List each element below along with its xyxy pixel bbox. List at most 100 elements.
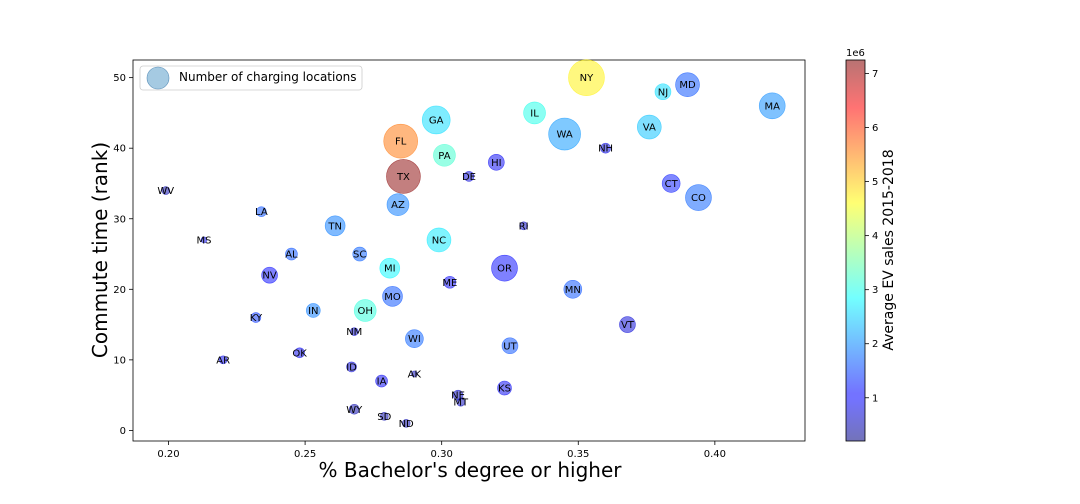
point-marker bbox=[491, 254, 518, 282]
point-marker bbox=[463, 171, 475, 182]
point-marker bbox=[636, 114, 662, 140]
colorbar-tick-label: 4 bbox=[872, 231, 878, 242]
point-label: WA bbox=[557, 130, 573, 141]
point-pa: PA bbox=[433, 143, 456, 167]
point-label: AK bbox=[408, 369, 422, 380]
legend-marker bbox=[146, 66, 170, 90]
legend-label: Number of charging locations bbox=[179, 70, 357, 84]
point-label: RI bbox=[519, 221, 529, 232]
point-ok: OK bbox=[292, 347, 307, 359]
point-marker bbox=[348, 403, 360, 415]
point-label: OR bbox=[497, 264, 512, 275]
colorbar-tick-label: 7 bbox=[872, 69, 878, 80]
point-ia: IA bbox=[375, 374, 388, 388]
point-ga: GA bbox=[421, 105, 451, 135]
legend-box bbox=[139, 65, 363, 91]
point-marker bbox=[305, 303, 321, 318]
point-oh: OH bbox=[353, 299, 377, 322]
point-co: CO bbox=[685, 184, 712, 211]
point-marker bbox=[401, 419, 411, 428]
point-label: NV bbox=[262, 271, 276, 282]
point-marker bbox=[443, 275, 457, 289]
point-label: ND bbox=[399, 419, 414, 430]
point-marker bbox=[421, 105, 451, 135]
point-nj: NJ bbox=[654, 83, 672, 101]
point-ms: MS bbox=[197, 235, 212, 246]
point-ar: AR bbox=[216, 355, 230, 366]
y-tick-label: 20 bbox=[113, 285, 126, 296]
colorbar-title: Average EV sales 2015-2018 bbox=[881, 149, 897, 350]
point-label: LA bbox=[255, 207, 268, 218]
colorbar-tick-label: 1 bbox=[872, 393, 878, 404]
point-vt: VT bbox=[619, 316, 636, 333]
point-wi: WI bbox=[405, 329, 424, 348]
point-tn: TN bbox=[324, 215, 346, 237]
point-marker bbox=[411, 370, 418, 378]
point-in: IN bbox=[305, 303, 321, 318]
colorbar-multiplier: 1e6 bbox=[846, 48, 865, 59]
point-marker bbox=[383, 123, 419, 159]
point-label: NC bbox=[432, 235, 446, 246]
point-marker bbox=[386, 159, 421, 194]
point-label: MT bbox=[453, 398, 469, 409]
point-label: ME bbox=[442, 278, 457, 289]
point-label: MN bbox=[565, 285, 581, 296]
point-label: TX bbox=[396, 172, 410, 183]
point-marker bbox=[349, 327, 359, 336]
point-marker bbox=[250, 312, 262, 323]
point-label: CT bbox=[665, 179, 679, 190]
y-tick-label: 40 bbox=[113, 144, 126, 155]
point-marker bbox=[488, 154, 505, 171]
point-marker bbox=[346, 361, 357, 373]
colorbar-tick-label: 5 bbox=[872, 177, 878, 188]
colorbar-gradient bbox=[845, 59, 866, 442]
point-marker bbox=[375, 374, 388, 388]
point-hi: HI bbox=[488, 154, 505, 171]
point-marker bbox=[519, 221, 528, 231]
point-marker bbox=[294, 347, 305, 359]
point-nh: NH bbox=[598, 142, 613, 155]
point-label: CO bbox=[691, 193, 706, 204]
x-tick-label: 0.25 bbox=[294, 449, 316, 460]
point-label: SD bbox=[377, 412, 391, 423]
point-marker bbox=[256, 206, 267, 217]
point-fl: FL bbox=[383, 123, 419, 159]
y-tick-label: 30 bbox=[113, 214, 126, 225]
point-nv: NV bbox=[261, 266, 278, 284]
x-tick-label: 0.30 bbox=[431, 449, 453, 460]
y-axis-title: Commute time (rank) bbox=[88, 142, 112, 358]
x-tick-label: 0.40 bbox=[704, 449, 726, 460]
point-de: DE bbox=[462, 171, 476, 183]
point-marker bbox=[661, 174, 681, 193]
point-marker bbox=[218, 355, 228, 365]
point-ct: CT bbox=[661, 174, 681, 193]
point-la: LA bbox=[255, 206, 268, 218]
point-marker bbox=[675, 72, 700, 97]
point-marker bbox=[261, 266, 278, 284]
point-ak: AK bbox=[408, 369, 422, 380]
point-marker bbox=[405, 329, 424, 348]
point-ri: RI bbox=[519, 221, 529, 232]
point-ny: NY bbox=[568, 59, 605, 96]
point-id: ID bbox=[346, 361, 357, 373]
point-marker bbox=[426, 227, 452, 253]
point-label: UT bbox=[503, 341, 517, 352]
point-label: SC bbox=[353, 250, 366, 261]
point-label: PA bbox=[438, 151, 450, 162]
point-ut: UT bbox=[501, 337, 519, 355]
point-marker bbox=[324, 215, 346, 237]
point-marker bbox=[386, 193, 410, 216]
point-nd: ND bbox=[399, 419, 414, 430]
point-label: VA bbox=[643, 123, 656, 134]
point-marker bbox=[563, 280, 583, 299]
point-label: IN bbox=[308, 306, 318, 317]
x-tick-label: 0.20 bbox=[157, 449, 179, 460]
point-marker bbox=[568, 59, 605, 96]
point-nm: NM bbox=[346, 327, 362, 338]
point-md: MD bbox=[675, 72, 700, 97]
colorbar-tick-label: 6 bbox=[872, 123, 878, 134]
point-label: TN bbox=[327, 221, 342, 232]
point-label: VT bbox=[621, 320, 635, 331]
point-marker bbox=[161, 186, 171, 195]
point-ma: MA bbox=[758, 92, 786, 120]
